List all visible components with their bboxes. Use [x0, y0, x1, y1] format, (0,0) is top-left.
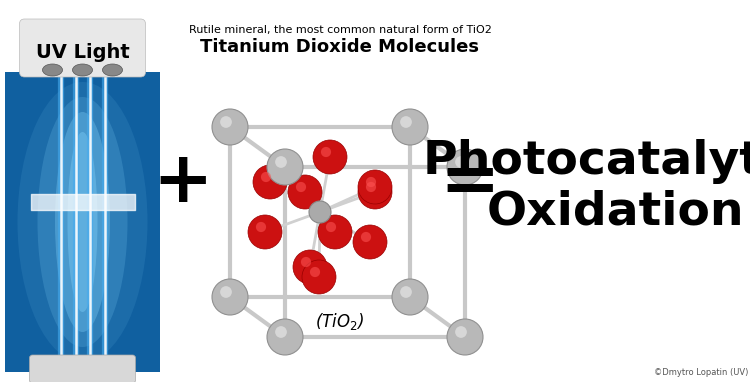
Ellipse shape — [301, 257, 311, 267]
Ellipse shape — [326, 222, 336, 232]
Ellipse shape — [392, 109, 428, 145]
Text: Titanium Dioxide Molecules: Titanium Dioxide Molecules — [200, 38, 479, 56]
Ellipse shape — [267, 319, 303, 355]
Ellipse shape — [318, 215, 352, 249]
Text: ©Dmytro Lopatin (UV): ©Dmytro Lopatin (UV) — [653, 368, 748, 377]
Ellipse shape — [455, 326, 466, 338]
Ellipse shape — [275, 326, 286, 338]
Ellipse shape — [248, 215, 282, 249]
Ellipse shape — [361, 232, 371, 242]
Ellipse shape — [353, 225, 387, 259]
Ellipse shape — [321, 147, 331, 157]
Ellipse shape — [55, 112, 110, 332]
Ellipse shape — [17, 82, 148, 362]
Ellipse shape — [256, 222, 266, 232]
Ellipse shape — [288, 175, 322, 209]
Ellipse shape — [253, 165, 287, 199]
Ellipse shape — [43, 64, 62, 76]
Ellipse shape — [212, 109, 248, 145]
Ellipse shape — [309, 201, 331, 223]
Ellipse shape — [38, 97, 128, 347]
Ellipse shape — [212, 279, 248, 315]
Ellipse shape — [293, 250, 327, 284]
Ellipse shape — [313, 140, 347, 174]
Ellipse shape — [220, 286, 232, 298]
Ellipse shape — [73, 64, 92, 76]
Ellipse shape — [400, 116, 412, 128]
Ellipse shape — [302, 260, 336, 294]
Text: Rutile mineral, the most common natural form of TiO2: Rutile mineral, the most common natural … — [188, 25, 491, 35]
Text: Oxidation: Oxidation — [486, 189, 744, 235]
Ellipse shape — [447, 319, 483, 355]
Ellipse shape — [366, 182, 376, 192]
Text: UV Light: UV Light — [36, 42, 129, 62]
Text: (TiO$_2$): (TiO$_2$) — [316, 311, 364, 332]
Ellipse shape — [366, 177, 376, 187]
Ellipse shape — [220, 116, 232, 128]
FancyBboxPatch shape — [20, 19, 146, 77]
Text: Photocatalytic: Photocatalytic — [423, 139, 750, 185]
Ellipse shape — [310, 267, 320, 277]
Ellipse shape — [358, 175, 392, 209]
Ellipse shape — [275, 156, 286, 168]
Text: =: = — [440, 147, 500, 217]
FancyBboxPatch shape — [29, 355, 136, 382]
Ellipse shape — [455, 156, 466, 168]
Ellipse shape — [392, 279, 428, 315]
Ellipse shape — [400, 286, 412, 298]
Ellipse shape — [103, 64, 122, 76]
Ellipse shape — [358, 170, 392, 204]
Ellipse shape — [267, 149, 303, 185]
FancyBboxPatch shape — [5, 72, 160, 372]
Text: +: + — [153, 147, 213, 217]
Ellipse shape — [261, 172, 271, 182]
Ellipse shape — [447, 149, 483, 185]
Ellipse shape — [68, 132, 98, 312]
Ellipse shape — [296, 182, 306, 192]
